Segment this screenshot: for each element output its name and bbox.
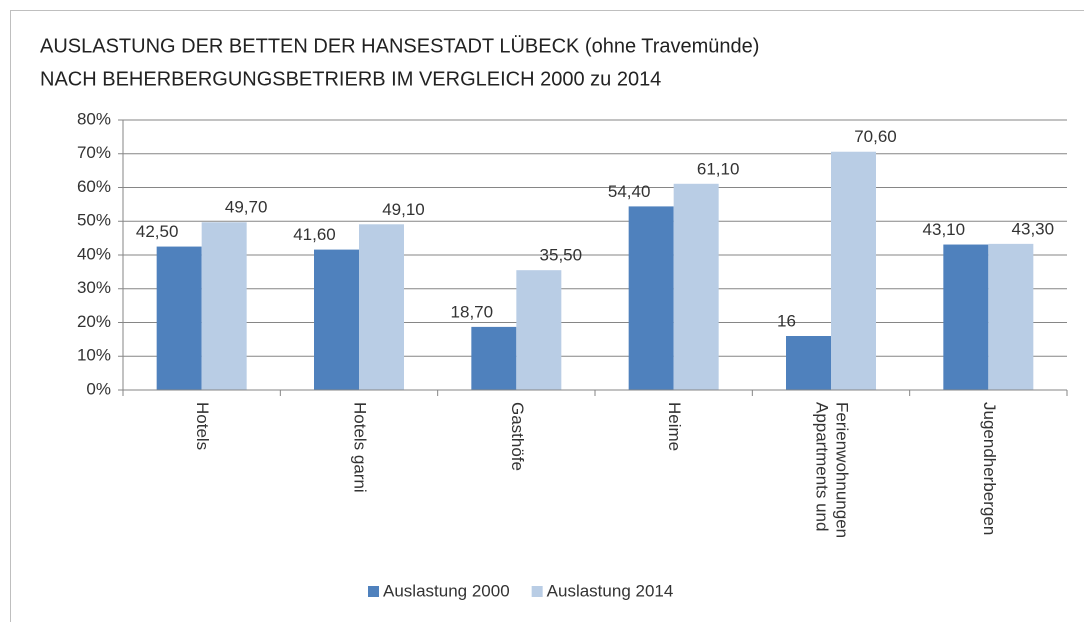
- bar: [359, 224, 404, 390]
- x-tick-label: Heime: [665, 402, 684, 451]
- x-tick-label: Jugendherbergen: [980, 402, 999, 535]
- y-tick-label: 70%: [77, 143, 111, 162]
- bar: [156, 246, 202, 390]
- bar: [673, 183, 719, 390]
- chart-title: AUSLASTUNG DER BETTEN DER HANSESTADT LÜB…: [40, 35, 759, 57]
- value-label: 43,30: [1012, 219, 1055, 238]
- value-label: 42,50: [136, 222, 179, 241]
- y-tick-label: 20%: [77, 312, 111, 331]
- x-tick-label: Hotels: [193, 402, 212, 450]
- value-label: 41,60: [293, 225, 336, 244]
- bar: [201, 222, 247, 390]
- value-label: 43,10: [923, 220, 966, 239]
- value-label: 61,10: [697, 159, 740, 178]
- value-label: 16: [777, 311, 796, 330]
- y-tick-label: 60%: [77, 177, 111, 196]
- bar: [628, 206, 674, 390]
- value-label: 49,10: [382, 200, 425, 219]
- x-tick-label: Hotels garni: [351, 402, 370, 493]
- value-label: 70,60: [854, 127, 897, 146]
- bar: [314, 249, 359, 390]
- bar: [943, 244, 989, 390]
- y-tick-label: 40%: [77, 244, 111, 263]
- chart-title: NACH BEHERBERGUNGSBETRIERB IM VERGLEICH …: [40, 68, 661, 90]
- value-label: 49,70: [225, 198, 268, 217]
- legend-swatch: [368, 586, 379, 597]
- bar: [786, 336, 831, 390]
- bar: [831, 151, 876, 390]
- value-label: 54,40: [608, 182, 651, 201]
- legend-swatch: [531, 586, 543, 597]
- y-tick-label: 30%: [77, 278, 111, 297]
- y-tick-label: 50%: [77, 211, 111, 230]
- bar: [988, 243, 1034, 390]
- bar: [516, 270, 562, 390]
- legend-label: Auslastung 2000: [383, 581, 510, 600]
- value-label: 35,50: [540, 246, 583, 265]
- legend-label: Auslastung 2014: [547, 581, 674, 600]
- value-label: 18,70: [451, 302, 494, 321]
- y-tick-label: 0%: [86, 379, 111, 398]
- y-tick-label: 80%: [77, 109, 111, 128]
- bar: [471, 326, 517, 390]
- x-tick-label: Ferienwohnungen: [833, 402, 852, 538]
- x-tick-label: Gasthöfe: [508, 402, 527, 471]
- x-tick-label: Appartments und: [813, 402, 832, 531]
- y-tick-label: 10%: [77, 346, 111, 365]
